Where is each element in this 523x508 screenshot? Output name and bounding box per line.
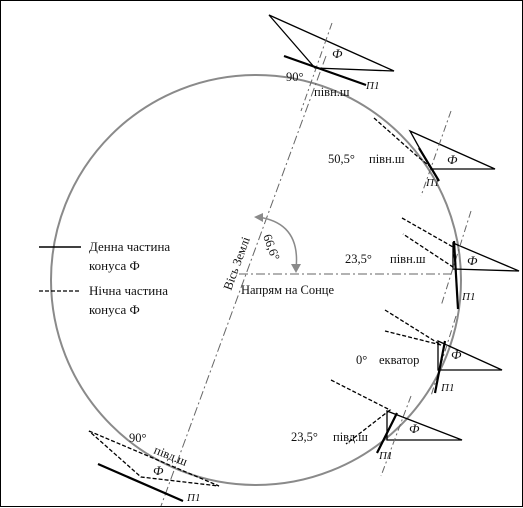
position-north-23: Ф 23,5° півн.ш П1	[345, 210, 520, 310]
horizon-plane	[452, 240, 460, 310]
axis-angle-arrowhead	[291, 264, 301, 273]
cone-label: Ф	[153, 463, 164, 478]
axis-angle-label: 66,6°	[260, 232, 282, 262]
hemisphere-label: півн.ш	[369, 152, 405, 166]
cone-day	[268, 14, 395, 72]
plane-label: П1	[378, 450, 392, 462]
horizon-plane	[418, 147, 440, 182]
cone-night	[330, 379, 392, 445]
cone-label: Ф	[409, 421, 420, 436]
legend-day-line2: конуса Ф	[89, 258, 140, 273]
hemisphere-label: півн.ш	[314, 85, 350, 99]
horizon-plane	[376, 412, 398, 454]
latitude-label: 23,5°	[345, 252, 372, 266]
cone-label: Ф	[467, 253, 478, 268]
position-north-90: Ф 90° півн.ш П1	[268, 14, 395, 112]
axis-angle-arrowhead	[254, 213, 263, 222]
plane-label: П1	[440, 382, 454, 394]
local-axis	[430, 315, 457, 397]
earth-circle	[50, 74, 462, 486]
position-south-90: Ф 90° півд.ш П1	[88, 430, 220, 504]
latitude-label: 50,5°	[328, 152, 355, 166]
earth-axis	[160, 55, 327, 507]
cone-night	[88, 430, 220, 487]
hemisphere-label: екватор	[379, 353, 419, 367]
cone-label: Ф	[332, 46, 343, 61]
latitude-label: 90°	[129, 431, 147, 445]
hemisphere-label: півн.ш	[390, 252, 426, 266]
cone-label: Ф	[447, 152, 458, 167]
plane-label: П1	[461, 291, 475, 303]
latitude-label: 23,5°	[291, 430, 318, 444]
legend-day-line1: Денна частина	[89, 239, 170, 254]
axis-angle-arc	[257, 216, 298, 270]
plane-label: П1	[186, 492, 200, 504]
cone-day	[437, 339, 503, 371]
position-south-23: Ф 23,5° півд.ш П1	[291, 379, 463, 477]
hemisphere-label: півд.ш	[333, 430, 368, 444]
cone-day	[386, 410, 463, 441]
latitude-label: 0°	[356, 353, 367, 367]
legend-night-line2: конуса Ф	[89, 302, 140, 317]
latitude-label: 90°	[286, 70, 304, 84]
position-equator: Ф 0° екватор П1	[356, 309, 503, 397]
position-north-50: Ф 50,5° півн.ш П1	[328, 110, 496, 197]
legend-night-line1: Нічна частина	[89, 283, 168, 298]
sun-direction-label: Напрям на Сонце	[241, 283, 334, 297]
plane-label: П1	[425, 177, 439, 189]
cone-night	[384, 309, 442, 346]
cone-night	[373, 117, 434, 170]
cone-day	[452, 242, 520, 272]
local-axis	[380, 395, 412, 477]
cone-label: Ф	[451, 347, 462, 362]
horizon-plane	[97, 462, 184, 503]
local-axis	[420, 110, 452, 197]
horizon-plane	[433, 340, 447, 394]
horizon-plane	[283, 54, 367, 87]
plane-label: П1	[365, 80, 379, 92]
